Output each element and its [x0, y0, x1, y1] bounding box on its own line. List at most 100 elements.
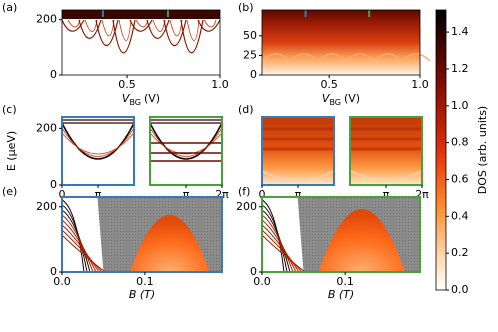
colorbar-tick-label: 0.6: [451, 172, 469, 185]
x-axis-label-var: V: [322, 92, 331, 105]
heatmap-curve: [118, 19, 132, 41]
y-tick-label: 0: [50, 265, 57, 278]
x-axis-label-sub: BG: [329, 98, 341, 107]
heatmap-curve: [129, 19, 153, 32]
panel-label: (f): [238, 185, 250, 198]
heatmap-curve: [61, 19, 85, 32]
heatmap-curve: [146, 19, 170, 39]
heatmap-curve: [149, 132, 223, 155]
y-axis-label: E (μeV): [5, 131, 18, 171]
x-tick-label: 0.1: [136, 275, 154, 288]
y-tick-label: 200: [36, 200, 57, 213]
panel-label: (a): [2, 1, 17, 14]
heatmap-curve: [203, 19, 217, 28]
x-tick-label: 0: [259, 188, 266, 201]
heatmap-curve: [149, 127, 223, 157]
heatmap-curve: [61, 229, 103, 273]
x-tick-label: 0: [59, 188, 66, 201]
heatmap-curve: [186, 19, 200, 41]
colorbar-tick-label: 0.8: [451, 136, 469, 149]
heatmap-curve: [78, 19, 102, 39]
x-tick-label: 0.0: [53, 275, 71, 288]
y-tick-label: 0: [250, 68, 257, 81]
y-tick-label: 200: [36, 13, 57, 26]
colorbar: [435, 9, 447, 291]
colorbar-tick-label: 0.2: [451, 246, 469, 259]
colorbar-tick-label: 1.4: [451, 25, 469, 38]
heatmap: [61, 197, 222, 273]
plot-frame: [61, 9, 221, 76]
heatmap-curve: [180, 19, 204, 54]
heatmap-curve: [61, 214, 94, 273]
heatmap-bg: [62, 117, 134, 185]
heatmap-curve: [261, 209, 291, 273]
y-tick-label: 0: [250, 265, 257, 278]
panel-label: (b): [238, 1, 254, 14]
heatmap-band: [62, 10, 220, 19]
heatmap-curve: [317, 53, 347, 62]
plot-frame: [261, 9, 421, 76]
x-axis-label: B (T): [129, 288, 155, 301]
heatmap-curve: [197, 19, 221, 32]
x-tick-label: 0.1: [336, 275, 354, 288]
heatmap: [261, 117, 335, 185]
x-axis-label: VBG (V): [122, 92, 160, 107]
y-tick-label: 200: [236, 200, 257, 213]
heatmap-curve: [149, 122, 223, 160]
y-tick-label: 0: [50, 68, 57, 81]
x-tick-label: π: [295, 188, 302, 201]
x-axis-label-unit: (V): [344, 92, 360, 105]
heatmap: [261, 10, 431, 75]
heatmap-curve: [61, 234, 106, 273]
heatmap-dome: [129, 215, 210, 272]
heatmap-curve: [261, 219, 297, 273]
x-tick-label: 0.5: [320, 78, 338, 91]
heatmap-curve: [261, 229, 303, 273]
heatmap: [261, 197, 420, 273]
heatmap-curve: [61, 127, 135, 157]
heatmap-curve: [61, 204, 88, 273]
y-tick-label: 50: [243, 29, 257, 42]
heatmap-curve: [373, 53, 403, 62]
heatmap-bg: [150, 117, 222, 185]
heatmap-curve: [261, 204, 288, 273]
heatmap-bg: [262, 10, 420, 75]
heatmap: [61, 10, 221, 75]
y-tick-label: 0: [50, 178, 57, 191]
plot-frame: [261, 196, 421, 273]
colorbar-tick-label: 0.0: [451, 283, 469, 296]
heatmap-curve: [261, 199, 285, 273]
x-tick-label: 1.0: [411, 78, 429, 91]
heatmap-curve: [261, 53, 291, 62]
panel-label: (d): [238, 103, 254, 116]
heatmap-curve: [61, 224, 100, 273]
x-axis-label-sub: BG: [129, 98, 141, 107]
x-axis-label: B (T): [328, 288, 354, 301]
heatmap-curve: [261, 170, 335, 181]
x-tick-label: 0.0: [253, 275, 271, 288]
panel-label: (e): [2, 185, 17, 198]
colorbar-tick-label: 0.4: [451, 209, 469, 222]
heatmap-curve: [61, 209, 91, 273]
y-tick-label: 200: [36, 121, 57, 134]
x-axis-label: VBG (V): [322, 92, 360, 107]
heatmap-curve: [349, 170, 423, 181]
x-axis-label-var: V: [122, 92, 131, 105]
colorbar-tick-label: 1.0: [451, 99, 469, 112]
x-tick-label: 0.5: [118, 78, 136, 91]
heatmap-curve: [261, 214, 294, 273]
x-tick-label: 1.0: [211, 78, 229, 91]
heatmap-curve: [401, 53, 431, 62]
heatmap-curve: [261, 234, 306, 273]
heatmap-curve: [289, 53, 319, 62]
heatmap-dome: [318, 209, 406, 272]
heatmap-curve: [112, 19, 136, 54]
colorbar-label: DOS (arb. units): [476, 106, 489, 194]
heatmap: [61, 117, 135, 185]
x-axis-label-unit: (V): [144, 92, 160, 105]
heatmap-curve: [345, 53, 375, 62]
heatmap-curve: [61, 122, 135, 160]
heatmap-curve: [261, 224, 300, 273]
heatmap-bg: [62, 10, 220, 75]
heatmap-curve: [61, 199, 85, 273]
